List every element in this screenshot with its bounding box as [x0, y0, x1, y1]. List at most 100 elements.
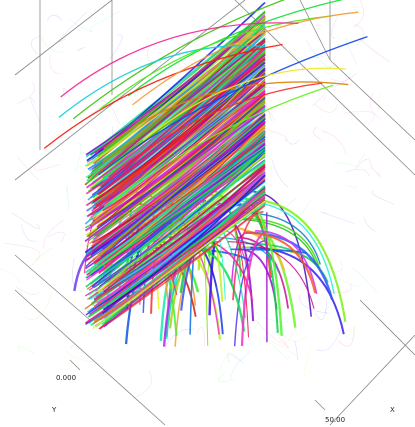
streamline: [334, 161, 361, 168]
streamline: [326, 260, 343, 273]
streamline: [43, 43, 283, 149]
streamline: [321, 130, 347, 155]
streamline: [277, 197, 298, 218]
streamline: [48, 231, 65, 243]
streamline: [269, 342, 289, 359]
streamline: [358, 37, 391, 63]
streamline: [47, 14, 63, 21]
streamline: [299, 294, 328, 314]
streamline: [102, 174, 266, 311]
streamline: [97, 154, 266, 293]
streamline: [230, 248, 307, 255]
streamline: [233, 239, 267, 347]
streamline: [90, 85, 266, 226]
streamline: [297, 222, 308, 238]
streamline: [17, 345, 34, 354]
streamline: [98, 35, 368, 176]
streamline: [93, 166, 266, 301]
streamline: [49, 54, 61, 75]
box-edge: [14, 289, 166, 426]
streamline: [65, 350, 93, 363]
box-edge: [329, 59, 415, 141]
streamline: [129, 87, 145, 105]
streamline: [265, 339, 297, 356]
streamline: [338, 327, 355, 347]
streamline: [303, 347, 312, 377]
streamline: [354, 159, 372, 169]
streamline: [230, 218, 317, 264]
streamline: [314, 242, 324, 258]
streamline: [330, 76, 351, 82]
tick-mark: [69, 359, 81, 371]
streamline: [127, 0, 344, 97]
streamline: [58, 11, 88, 43]
streamline: [94, 17, 266, 155]
streamline: [133, 370, 152, 399]
streamline: [99, 15, 333, 110]
box-edge: [14, 0, 113, 76]
streamline: [28, 247, 54, 269]
streamline: [324, 305, 332, 314]
streamline: [294, 340, 299, 361]
streamline: [334, 276, 361, 287]
streamline: [301, 77, 318, 86]
streamline: [196, 326, 205, 347]
streamline: [305, 39, 337, 67]
streamline: [371, 191, 395, 205]
streamline: [255, 319, 281, 344]
streamline: [88, 99, 116, 117]
streamline: [89, 160, 266, 285]
streamline: [314, 299, 327, 321]
streamline: [242, 217, 320, 266]
streamline: [24, 291, 53, 320]
streamline: [345, 38, 358, 66]
box-edge: [359, 299, 415, 356]
streamline: [280, 330, 307, 342]
streamline: [89, 64, 266, 199]
streamline: [100, 40, 266, 188]
box-edge: [329, 334, 415, 426]
streamline: [227, 241, 315, 309]
streamline: [112, 84, 334, 204]
streamline: [266, 129, 288, 141]
streamline: [96, 96, 266, 230]
streamline: [103, 163, 266, 293]
streamline: [291, 199, 312, 217]
axis-name: X: [390, 406, 395, 414]
streamline: [96, 169, 266, 310]
box-edge: [14, 254, 91, 321]
streamline: [324, 65, 340, 74]
streamline: [164, 328, 195, 348]
streamline: [92, 41, 266, 185]
streamline: [98, 145, 266, 278]
streamline: [227, 352, 244, 364]
streamline: [247, 311, 260, 335]
streamline: [0, 268, 21, 284]
streamline: [326, 73, 357, 89]
streamline: [363, 217, 377, 232]
streamline: [230, 351, 250, 381]
tick-label: 0.000: [56, 374, 76, 382]
streamline: [88, 10, 122, 32]
streamline: [230, 231, 248, 286]
streamline: [271, 159, 289, 188]
streamline: [265, 103, 273, 123]
tick-label: 50.00: [325, 416, 345, 424]
streamline: [72, 0, 286, 120]
streamline: [86, 121, 266, 258]
streamline: [100, 189, 266, 321]
streamline: [92, 200, 266, 330]
streamline: [77, 46, 85, 52]
streamline: [217, 372, 235, 382]
streamline: [312, 95, 326, 107]
streamline: [40, 35, 65, 53]
streamline: [90, 74, 266, 216]
streamline: [352, 267, 378, 293]
streamline: [29, 96, 41, 123]
streamline: [89, 189, 266, 315]
streamline: [142, 67, 346, 141]
streamline: [146, 48, 162, 64]
streamline: [369, 92, 381, 120]
streamline: [371, 166, 381, 177]
streamline: [84, 145, 266, 279]
